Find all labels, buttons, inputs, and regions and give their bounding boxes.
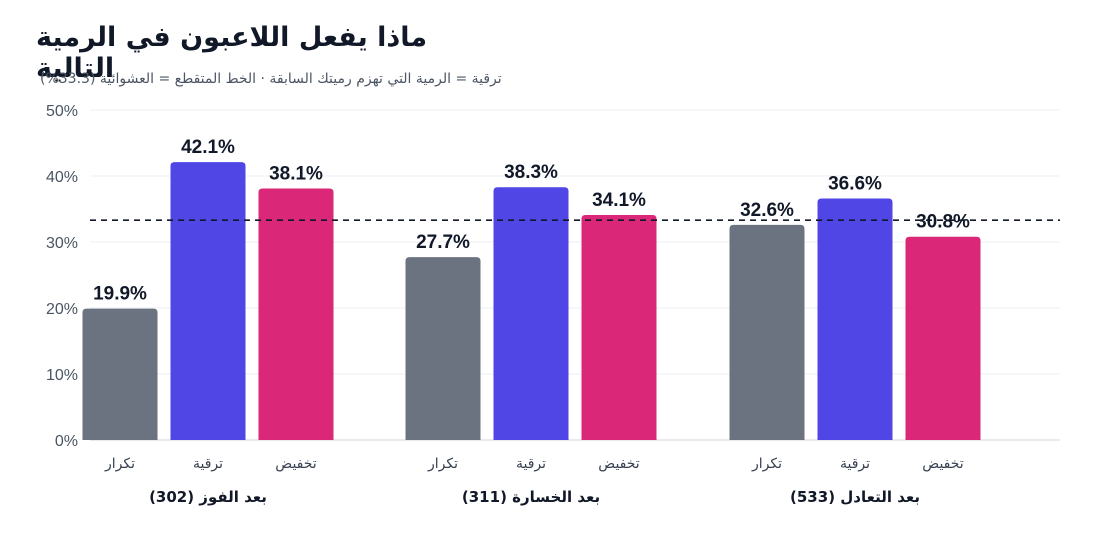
category-label: تكرار xyxy=(751,456,782,472)
bar-value-label: 34.1% xyxy=(592,190,646,211)
bar xyxy=(729,224,805,440)
y-tick-label: 40% xyxy=(46,169,78,186)
bar-value-label: 19.9% xyxy=(93,284,147,305)
bar-value-label: 42.1% xyxy=(181,137,235,158)
bar xyxy=(817,198,893,440)
bar xyxy=(405,257,481,440)
category-label: ترقية xyxy=(840,456,870,472)
group-label: بعد الخسارة (311) xyxy=(462,488,600,506)
bar-value-label: 30.8% xyxy=(916,212,970,233)
category-label: تكرار xyxy=(427,456,458,472)
chart-title: ماذا يفعل اللاعبون في الرمية التالية xyxy=(36,22,428,84)
bar xyxy=(905,236,981,440)
y-tick-label: 50% xyxy=(46,103,78,120)
y-tick-label: 20% xyxy=(46,301,78,318)
bar-value-label: 36.6% xyxy=(828,173,882,194)
y-tick-label: 10% xyxy=(46,367,78,384)
category-label: تكرار xyxy=(104,456,135,472)
bar xyxy=(82,308,158,440)
category-label: ترقية xyxy=(193,456,223,472)
bar-value-label: 27.7% xyxy=(416,232,470,253)
category-label: ترقية xyxy=(516,456,546,472)
bar xyxy=(581,214,657,440)
y-tick-label: 30% xyxy=(46,235,78,252)
bar-value-label: 32.6% xyxy=(740,200,794,221)
group-label: بعد التعادل (533) xyxy=(790,488,920,506)
category-label: تخفيض xyxy=(275,456,316,472)
chart-subtitle: ترقية = الرمية التي تهزم رميتك السابقة ·… xyxy=(40,71,502,87)
bar xyxy=(258,188,334,440)
bar xyxy=(493,187,569,440)
category-label: تخفيض xyxy=(598,456,639,472)
bar xyxy=(170,162,246,440)
bar-value-label: 38.3% xyxy=(504,162,558,183)
group-label: بعد الفوز (302) xyxy=(149,488,267,506)
y-tick-label: 0% xyxy=(55,433,78,450)
bar-value-label: 38.1% xyxy=(269,164,323,185)
category-label: تخفيض xyxy=(922,456,963,472)
